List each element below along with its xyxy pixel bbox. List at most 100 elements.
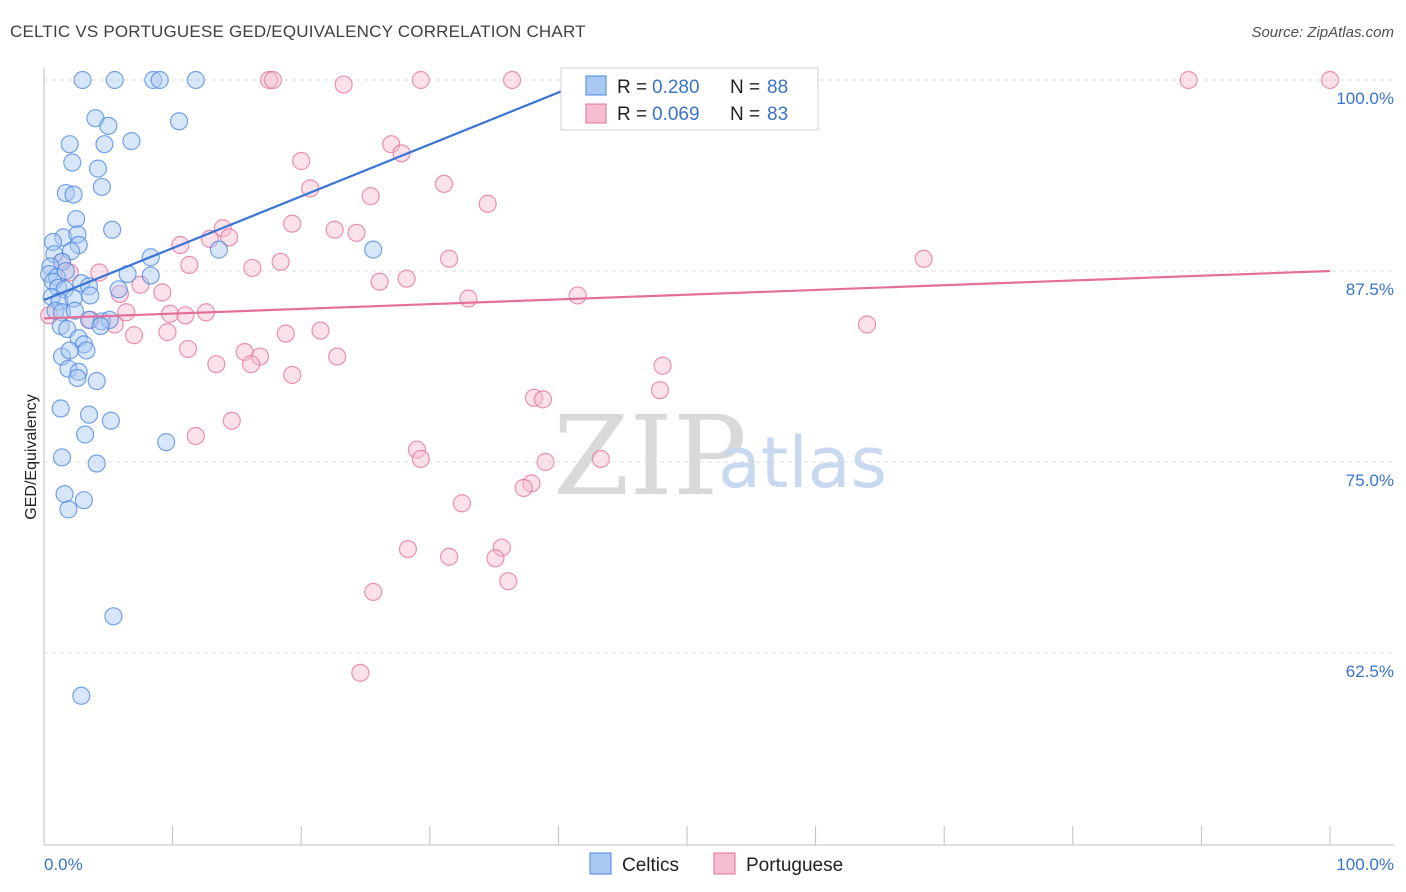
celtic-point [68, 368, 87, 388]
portuguese-point [241, 355, 261, 374]
celtic-point [73, 70, 92, 90]
trendlines [43, 75, 1331, 320]
celtic-point [60, 135, 79, 154]
celtic-point [60, 341, 79, 360]
portuguese-points [40, 70, 1340, 682]
portuguese-point [124, 326, 144, 345]
portuguese-point [492, 538, 511, 557]
y-tick-label: 62.5% [1346, 662, 1394, 681]
celtic-point [63, 153, 82, 172]
celtic-point [91, 316, 110, 336]
portuguese-point [499, 572, 518, 591]
portuguese-point [263, 70, 283, 90]
y-axis-label: GED/Equivalency [23, 394, 40, 519]
celtic-point [77, 341, 96, 360]
celtic-point [104, 607, 123, 626]
celtic-point [109, 280, 128, 299]
portuguese-point [259, 70, 279, 90]
celtic-point [103, 220, 122, 239]
portuguese-point [486, 549, 505, 568]
legend-portuguese-r-label: R = [617, 104, 647, 125]
celtic-point [74, 491, 93, 510]
portuguese-point [503, 70, 522, 90]
portuguese-point [1179, 70, 1198, 90]
portuguese-point [243, 258, 262, 278]
celtic-point [88, 159, 108, 178]
portuguese-point [325, 220, 344, 239]
legend-celtic-r-label: R = [617, 77, 647, 98]
portuguese-point [370, 272, 389, 291]
portuguese-point [650, 381, 670, 400]
y-tick-labels: 62.5% 75.0% 87.5% 100.0% [1336, 89, 1394, 681]
portuguese-point [186, 426, 205, 446]
portuguese-point [271, 252, 290, 271]
portuguese-point [407, 440, 427, 459]
celtic-point [76, 425, 95, 444]
celtic-point [56, 183, 75, 203]
portuguese-point [292, 151, 311, 171]
portuguese-point [568, 286, 587, 305]
celtic-point [65, 301, 84, 320]
portuguese-point [434, 174, 454, 194]
legend-celtic-r-value: 0.280 [652, 77, 700, 98]
portuguese-point [459, 289, 478, 308]
y-tick-label: 100.0% [1336, 89, 1394, 108]
celtic-point [144, 70, 163, 90]
celtic-point [364, 240, 383, 259]
portuguese-point [207, 355, 226, 374]
celtic-point [64, 185, 83, 204]
celtic-points [40, 70, 383, 705]
bottom-legend-swatch-celtics [589, 852, 612, 875]
portuguese-point [382, 135, 401, 154]
portuguese-point [591, 449, 610, 469]
x-tick-label-min: 0.0% [44, 855, 83, 874]
celtic-point [150, 70, 169, 90]
portuguese-point [283, 365, 302, 385]
portuguese-point [276, 324, 295, 343]
chart-source: Source: ZipAtlas.com [1251, 24, 1394, 41]
legend-celtic-n-label: N = [730, 77, 760, 98]
portuguese-point [478, 194, 497, 213]
portuguese-point [158, 323, 177, 342]
celtic-point [157, 433, 176, 452]
watermark-atlas: atlas [718, 422, 887, 504]
celtic-point [72, 686, 91, 705]
portuguese-point [914, 249, 933, 268]
portuguese-point [131, 275, 150, 294]
legend-box: R = 0.280 N = 88 R = 0.069 N = 83 [560, 67, 819, 131]
portuguese-point [439, 547, 459, 566]
portuguese-point [398, 539, 418, 559]
celtic-point [101, 411, 120, 430]
axes [43, 68, 1394, 846]
bottom-legend-celtics: Celtics [622, 855, 679, 876]
portuguese-point [153, 283, 172, 302]
portuguese-point [283, 214, 302, 233]
celtic-point [56, 261, 75, 281]
celtic-point [141, 266, 160, 285]
portuguese-point [361, 187, 380, 206]
portuguese-point [533, 390, 553, 409]
portuguese-point [222, 411, 241, 430]
celtic-point [69, 362, 88, 381]
watermark-zip: ZIP [553, 392, 747, 520]
portuguese-point [439, 249, 459, 268]
portuguese-point [328, 347, 347, 366]
celtic-point [122, 132, 141, 151]
legend-swatch-portuguese [585, 103, 607, 124]
celtic-point [186, 70, 205, 90]
celtic-trendline [43, 75, 598, 302]
portuguese-point [397, 269, 416, 288]
portuguese-point [653, 356, 672, 375]
celtic-point [95, 135, 114, 154]
celtic-point [51, 399, 70, 418]
portuguese-point [180, 255, 199, 274]
y-tick-label: 75.0% [1346, 471, 1394, 490]
legend-swatch-celtic [585, 75, 607, 96]
portuguese-point [176, 306, 195, 325]
portuguese-point [452, 494, 472, 513]
portuguese-point [351, 663, 370, 682]
portuguese-point [178, 339, 198, 359]
portuguese-point [1320, 70, 1340, 90]
portuguese-point [411, 70, 430, 90]
y-tick-label: 87.5% [1346, 280, 1394, 299]
